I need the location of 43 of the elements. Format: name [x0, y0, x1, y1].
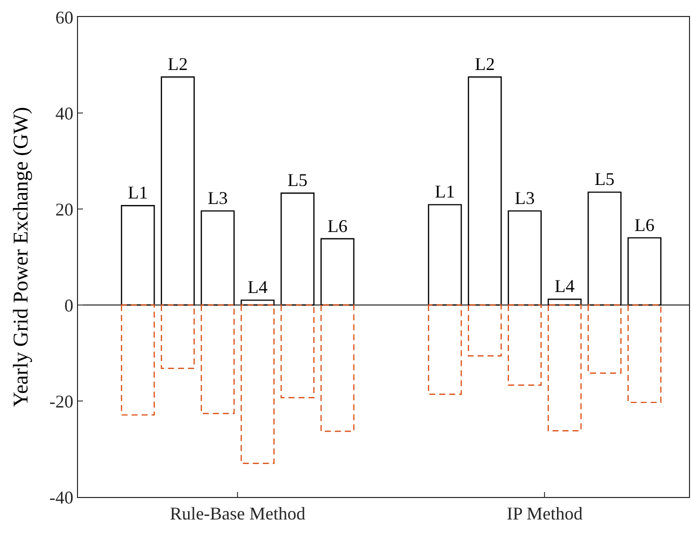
bar: [548, 304, 582, 432]
bar: [428, 304, 462, 395]
text: L6: [634, 214, 654, 235]
series-label: L2: [168, 54, 188, 74]
y-tick-label: 20: [55, 199, 74, 220]
bar: [200, 304, 235, 414]
bar: [200, 210, 235, 306]
bar: [280, 192, 314, 306]
bar: [160, 76, 195, 306]
bar: [120, 304, 155, 416]
y-tick-label: 60: [55, 7, 74, 28]
text: L2: [474, 54, 495, 74]
bar: [320, 238, 354, 306]
y-tick-label: -40: [49, 487, 74, 508]
bar: [428, 204, 462, 306]
bar: [280, 304, 314, 398]
y-tick-label: 0: [64, 295, 74, 316]
series-label: L3: [208, 188, 228, 208]
bar: [588, 304, 622, 374]
bar: [160, 304, 195, 369]
text: L4: [554, 276, 575, 296]
text: L3: [514, 188, 535, 208]
bar: [588, 192, 622, 306]
bar: [468, 76, 502, 306]
series-label: L6: [327, 216, 348, 236]
bar: [508, 304, 542, 386]
series-label: L4: [248, 277, 268, 298]
bar: [628, 304, 662, 404]
series-label: L1: [128, 182, 148, 203]
bar: [468, 304, 502, 356]
y-axis-title: Yearly Grid Power Exchange (GW): [8, 107, 33, 407]
text: L1: [434, 182, 455, 202]
x-tick-label: Rule-Base Method: [170, 504, 306, 524]
text: L5: [594, 169, 615, 190]
y-tick-label: -20: [49, 391, 74, 412]
bar: [320, 304, 354, 432]
series-label: L5: [288, 170, 308, 190]
bar: [508, 210, 542, 306]
x-tick-label: IP Method: [506, 504, 583, 524]
bar: [240, 304, 275, 464]
bar: [628, 237, 662, 306]
y-tick-label: 40: [55, 103, 74, 124]
bar: [120, 205, 155, 306]
